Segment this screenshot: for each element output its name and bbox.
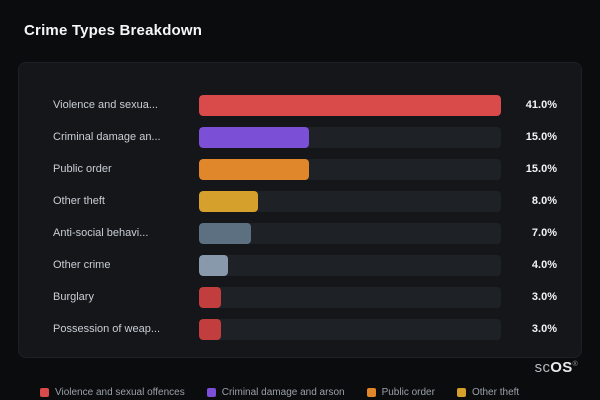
bar-row: Possession of weap... 3.0%	[53, 313, 557, 345]
registered-trademark-icon: ®	[572, 361, 578, 368]
legend-label: Criminal damage and arson	[221, 387, 345, 398]
bar-track	[199, 318, 501, 340]
chart-card: Violence and sexua... 41.0% Criminal dam…	[18, 62, 582, 358]
value-label: 41.0%	[525, 99, 557, 111]
bar-criminal-damage-and-arson[interactable]	[199, 126, 310, 148]
legend-swatch-icon	[456, 388, 466, 397]
category-label: Other theft	[53, 195, 105, 207]
category-label: Public order	[53, 163, 112, 175]
chart-legend: Violence and sexual offences Criminal da…	[40, 387, 519, 398]
legend-item-violence-and-sexual-offences[interactable]: Violence and sexual offences	[40, 387, 185, 398]
bar-track	[199, 94, 501, 116]
bar-violence-and-sexual-offences[interactable]	[199, 94, 501, 116]
bar-public-order[interactable]	[199, 158, 310, 180]
legend-label: Other theft	[471, 387, 520, 398]
bar-possession-of-weapons[interactable]	[199, 318, 222, 340]
bar-other-crime[interactable]	[199, 254, 229, 276]
bar-track	[199, 158, 501, 180]
legend-item-criminal-damage-and-arson[interactable]: Criminal damage and arson	[206, 387, 345, 398]
value-label: 3.0%	[531, 323, 557, 335]
legend-item-other-theft[interactable]: Other theft	[456, 387, 520, 398]
category-label: Violence and sexua...	[53, 99, 158, 111]
legend-label: Violence and sexual offences	[55, 387, 185, 398]
legend-label: Public order	[381, 387, 435, 398]
value-label: 7.0%	[531, 227, 557, 239]
legend-swatch-icon	[366, 388, 376, 397]
value-label: 4.0%	[531, 259, 557, 271]
value-label: 3.0%	[531, 291, 557, 303]
bar-row: Criminal damage an... 15.0%	[53, 121, 557, 153]
bar-row: Violence and sexua... 41.0%	[53, 89, 557, 121]
value-label: 15.0%	[525, 131, 557, 143]
bar-track	[199, 126, 501, 148]
logo-prefix: sc	[534, 359, 551, 376]
bar-burglary[interactable]	[199, 286, 222, 308]
bar-row: Public order 15.0%	[53, 153, 557, 185]
category-label: Possession of weap...	[53, 323, 161, 335]
bar-row: Anti-social behavi... 7.0%	[53, 217, 557, 249]
page-title: Crime Types Breakdown	[24, 22, 203, 39]
category-label: Burglary	[53, 291, 94, 303]
legend-swatch-icon	[206, 388, 216, 397]
bar-track	[199, 254, 501, 276]
scos-logo: scOS®	[535, 359, 578, 376]
legend-swatch-icon	[40, 388, 49, 397]
bar-row: Other crime 4.0%	[53, 249, 557, 281]
category-label: Anti-social behavi...	[53, 227, 149, 239]
bar-track	[199, 222, 501, 244]
bar-track	[199, 286, 501, 308]
bar-row: Burglary 3.0%	[53, 281, 557, 313]
value-label: 15.0%	[525, 163, 557, 175]
legend-item-public-order[interactable]: Public order	[366, 387, 435, 398]
bar-other-theft[interactable]	[199, 190, 258, 212]
category-label: Criminal damage an...	[53, 131, 161, 143]
logo-suffix: OS	[550, 359, 573, 376]
bar-row: Other theft 8.0%	[53, 185, 557, 217]
bar-track	[199, 190, 501, 212]
value-label: 8.0%	[531, 195, 557, 207]
category-label: Other crime	[53, 259, 111, 271]
bar-anti-social-behaviour[interactable]	[199, 222, 251, 244]
